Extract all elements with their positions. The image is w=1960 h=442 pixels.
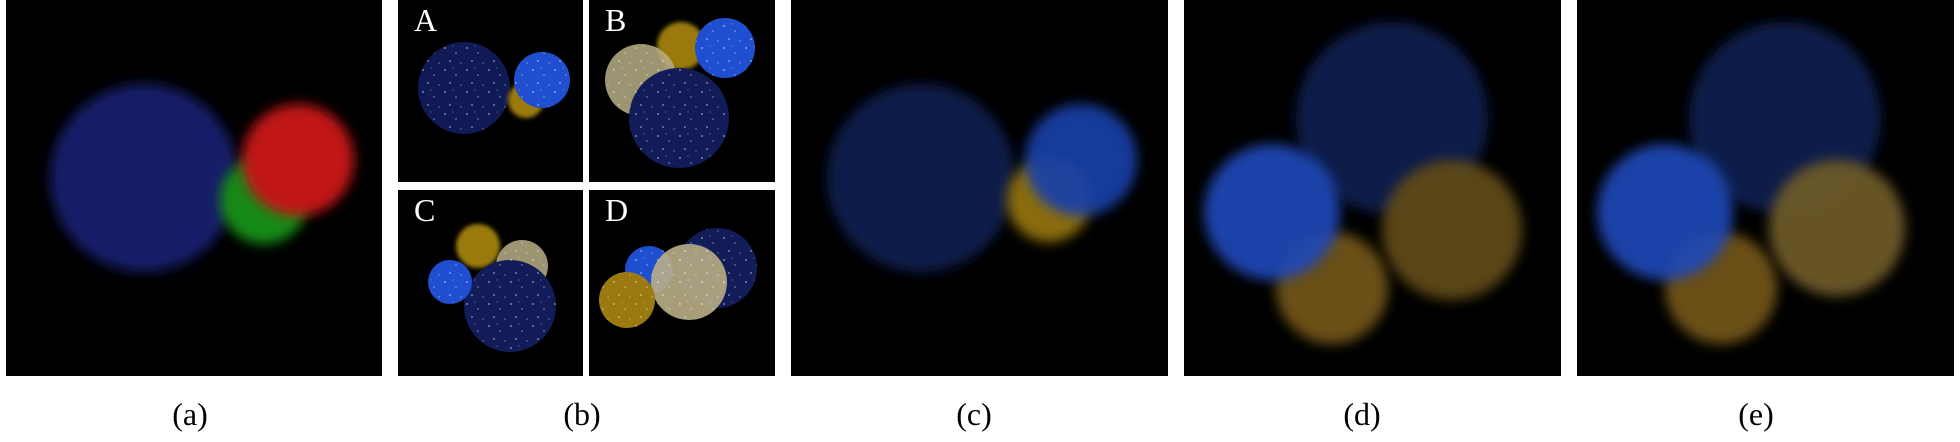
subpanel-label-b: B <box>605 2 627 38</box>
yellow-sphere <box>456 224 500 268</box>
panel-b-sub-b: B <box>589 0 775 182</box>
subpanel-label-d: D <box>605 192 629 228</box>
panel-e-image <box>1577 0 1954 376</box>
panel-b-sub-a: A <box>398 0 583 182</box>
panel-d-image <box>1184 0 1561 376</box>
red-sphere <box>242 104 354 216</box>
subpanel-label-a: A <box>414 2 438 38</box>
panel-c-image <box>791 0 1168 376</box>
blue-sphere <box>1597 144 1733 280</box>
blue-sphere <box>1204 144 1340 280</box>
caption-e: (e) <box>1738 396 1774 432</box>
subpanel-label-c: C <box>414 192 436 228</box>
yellow-sphere <box>1382 160 1522 300</box>
panel-b-sub-d: D <box>589 190 775 376</box>
dark-blue-sphere <box>827 84 1015 272</box>
pale-yellow-sphere <box>1769 160 1905 296</box>
caption-b: (b) <box>563 396 601 432</box>
caption-a: (a) <box>172 396 208 432</box>
panel-b-sub-c: C <box>398 190 583 376</box>
panel-a-image <box>6 0 382 376</box>
caption-c: (c) <box>956 396 992 432</box>
blue-sphere <box>1025 104 1137 216</box>
caption-d: (d) <box>1343 396 1381 432</box>
dark-blue-sphere <box>50 84 238 272</box>
